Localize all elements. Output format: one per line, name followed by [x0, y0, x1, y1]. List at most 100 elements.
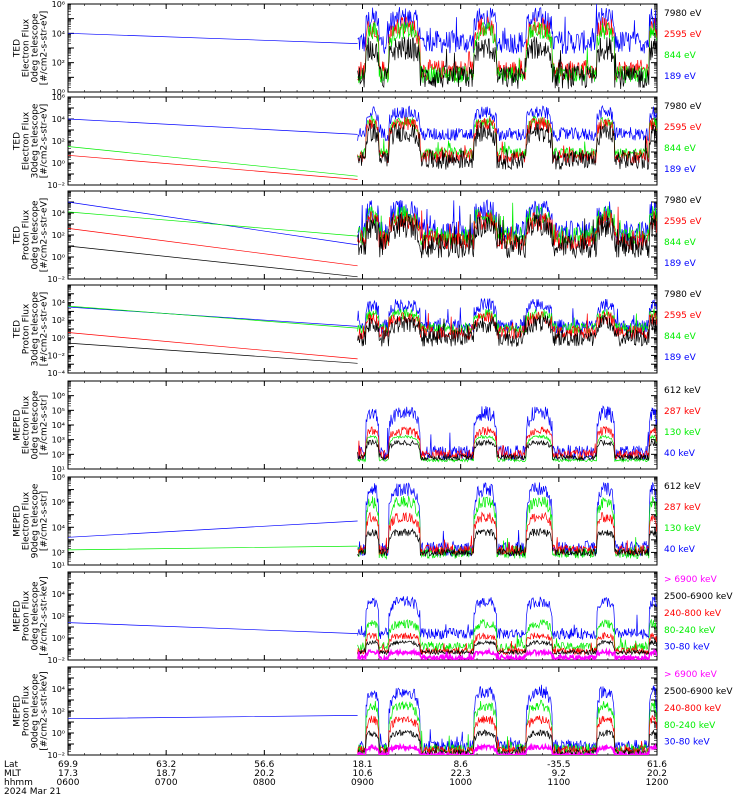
- series-black-ted-proton-0: [68, 213, 657, 278]
- series-group: [68, 684, 657, 755]
- y-axis-label-line: TED: [13, 226, 23, 245]
- y-axis-label-line: [#/cm2-s-str-keV]: [40, 671, 50, 750]
- y-axis-label-line: 90deg telescope: [31, 483, 41, 558]
- y-tick-label: 10⁸: [52, 473, 65, 482]
- series-blue-ted-electron-0: [68, 4, 657, 54]
- y-tick-label: 10⁻²: [47, 181, 65, 190]
- x-mlt-tick-label: 17.3: [58, 769, 78, 779]
- y-axis-label-line: [#/cm2-s-str-eV]: [40, 104, 50, 179]
- series-black-ted-electron-30: [357, 122, 657, 170]
- legend-entry: 80-240 keV: [664, 626, 716, 636]
- y-axis-label-line: 30deg telescope: [31, 291, 41, 366]
- series-group: [68, 297, 657, 364]
- y-axis-label-line: [#/cm2-s-str]: [40, 491, 50, 551]
- y-tick-label: 10²: [52, 137, 65, 146]
- x-lat-tick-label: -35.5: [547, 760, 570, 770]
- series-red-ted-proton-0: [68, 206, 657, 267]
- x-lat-tick-label: 18.1: [352, 760, 372, 770]
- legend-entry: 40 keV: [664, 449, 696, 459]
- legend-entry: 287 keV: [664, 407, 701, 417]
- y-tick-label: 10⁻²: [47, 275, 65, 284]
- x-row-label: hhmm: [4, 778, 33, 788]
- series-magenta-meped-proton-0: [356, 647, 657, 660]
- x-time-tick-label: 0600: [57, 778, 80, 788]
- legend-entry: 189 eV: [664, 259, 697, 269]
- y-axis-label-line: MEPED: [13, 409, 23, 441]
- y-tick-label: 10⁶: [52, 0, 65, 9]
- legend-entry: > 6900 keV: [664, 575, 718, 585]
- legend-entry: > 6900 keV: [664, 670, 718, 680]
- series-green-ted-proton-30: [68, 305, 657, 335]
- series-green-meped-electron-0: [357, 434, 657, 463]
- legend-entry: 612 keV: [664, 482, 701, 492]
- y-axis-label-line: Electron Flux: [22, 18, 32, 77]
- y-axis-label-line: Proton Flux: [22, 685, 32, 736]
- x-row-label: Lat: [4, 760, 19, 770]
- series-group: [68, 482, 657, 561]
- y-axis-label-line: TED: [13, 39, 23, 58]
- legend-entry: 844 eV: [664, 238, 697, 248]
- y-axis-label: TEDProton Flux0deg telescope[#/cm2-s-str…: [13, 198, 50, 273]
- y-tick-label: 10⁰: [52, 88, 65, 97]
- y-axis-label-line: MEPED: [13, 505, 23, 537]
- x-mlt-tick-label: 10.6: [352, 769, 372, 779]
- x-lat-tick-label: 61.6: [647, 760, 667, 770]
- series-group: [68, 105, 657, 180]
- series-red-meped-proton-0: [357, 631, 657, 656]
- legend-entry: 2595 eV: [664, 30, 702, 40]
- legend-entry: 189 eV: [664, 72, 697, 82]
- y-axis-label-line: MEPED: [13, 695, 23, 727]
- series-magenta-meped-proton-90: [356, 742, 657, 755]
- series-black-ted-electron-0: [357, 36, 657, 90]
- series-red-ted-proton-30: [68, 311, 657, 360]
- series-blue-ted-proton-0: [68, 199, 657, 246]
- legend-entry: 130 keV: [664, 428, 701, 438]
- series-red-meped-electron-90: [357, 511, 657, 556]
- legend-entry: 844 eV: [664, 144, 697, 154]
- x-mlt-tick-label: 22.3: [451, 769, 471, 779]
- x-lat-tick-label: 56.6: [254, 760, 274, 770]
- y-axis-label: TEDElectron Flux30deg telescope[#/cm2-s-…: [13, 103, 50, 178]
- y-axis-label-line: 0deg telescope: [31, 200, 41, 270]
- y-axis-label-line: Electron Flux: [22, 395, 32, 454]
- series-blue-ted-electron-30: [68, 105, 657, 142]
- legend-entry: 844 eV: [664, 332, 697, 342]
- x-lat-tick-label: 63.2: [156, 760, 176, 770]
- y-tick-label: 10⁰: [52, 634, 65, 643]
- legend-entry: 40 keV: [664, 545, 696, 555]
- legend-entry: 2500-6900 keV: [664, 592, 733, 602]
- series-green-ted-electron-0: [357, 21, 657, 84]
- y-axis-label-line: 90deg telescope: [31, 673, 41, 748]
- y-axis-label-line: Proton Flux: [22, 209, 32, 260]
- y-tick-label: 10⁴: [52, 523, 65, 532]
- legend-entry: 240-800 keV: [664, 609, 722, 619]
- y-axis-label-line: TED: [13, 132, 23, 151]
- y-axis-label-line: MEPED: [13, 600, 23, 632]
- y-axis-label-line: [#/cm2-s-str-eV]: [40, 198, 50, 273]
- y-tick-label: 10²: [52, 707, 65, 716]
- series-blue-ted-proton-30: [68, 297, 657, 335]
- y-axis-label-line: 0deg telescope: [31, 390, 41, 460]
- y-axis-label-line: 0deg telescope: [31, 581, 41, 651]
- y-tick-label: 10²: [52, 59, 65, 68]
- legend-entry: 2595 eV: [664, 123, 702, 133]
- series-group: [68, 199, 657, 278]
- y-tick-label: 10⁴: [52, 685, 65, 694]
- y-tick-label: 10⁶: [52, 93, 65, 102]
- series-red-meped-electron-0: [357, 425, 657, 460]
- y-axis-label-line: Proton Flux: [22, 590, 32, 641]
- y-tick-label: 10²: [52, 450, 65, 459]
- y-axis-label-line: [#/cm2-s-str-keV]: [40, 576, 50, 655]
- series-group: [357, 405, 657, 463]
- y-tick-label: 10⁵: [52, 406, 65, 415]
- series-green-meped-proton-0: [357, 618, 657, 653]
- legend-entry: 7980 eV: [664, 196, 702, 206]
- x-time-tick-label: 0700: [155, 778, 178, 788]
- x-time-tick-label: 0800: [253, 778, 276, 788]
- y-axis-label-line: [#/cm2-s-str-eV]: [40, 11, 50, 86]
- y-axis-label-line: Electron Flux: [22, 491, 32, 550]
